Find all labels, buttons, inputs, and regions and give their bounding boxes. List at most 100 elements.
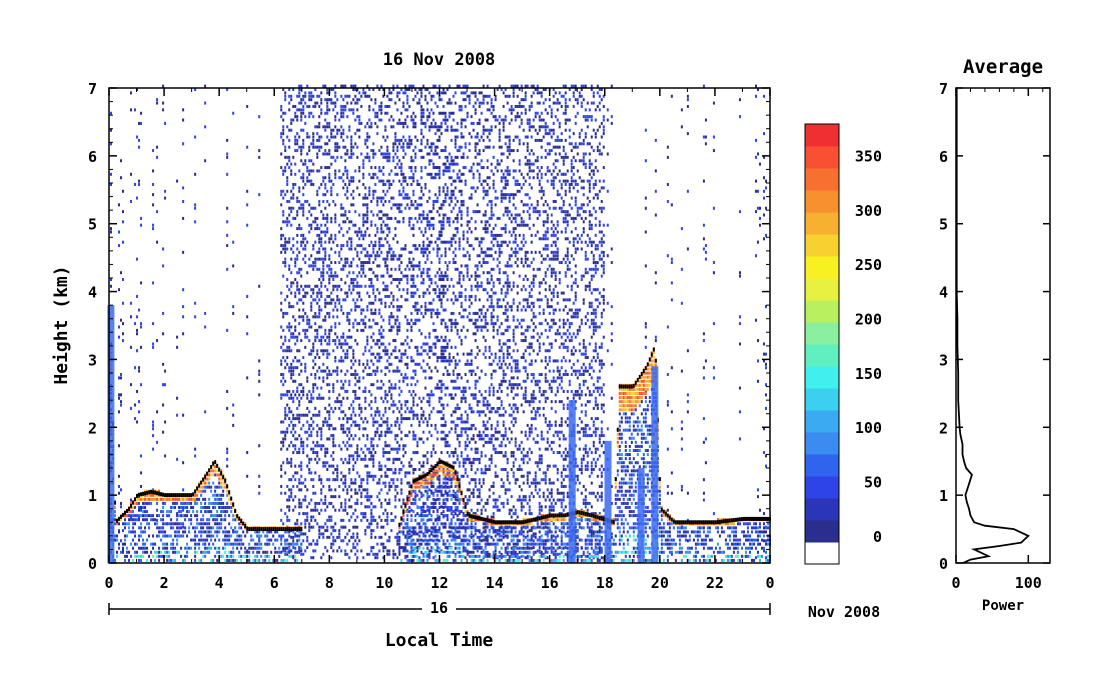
noise-cell [336,396,339,400]
noise-cell [310,98,313,102]
layer-cell [208,550,211,554]
layer-cell [128,518,131,522]
layer-cell [132,526,135,530]
noise-cell [420,111,423,115]
noise-cell [120,505,123,509]
noise-cell [332,389,335,393]
layer-cell [238,542,241,546]
noise-cell [354,525,357,529]
noise-cell [366,220,369,224]
noise-cell [120,373,123,376]
noise-cell [364,220,367,224]
noise-cell [384,420,387,424]
noise-cell [400,294,403,298]
layer-cell [230,558,233,562]
noise-cell [394,515,397,519]
layer-cell [178,522,181,526]
noise-cell [426,199,429,203]
noise-cell [438,169,441,173]
layer-cell [208,530,211,534]
layer-cell [418,538,421,542]
noise-cell [304,291,307,295]
noise-cell [390,315,393,319]
noise-cell [332,464,335,468]
layer-cell [118,530,121,534]
noise-cell [296,406,299,410]
noise-cell [390,352,393,356]
noise-cell [176,396,179,400]
noise-cell [364,532,367,536]
noise-cell [280,189,283,193]
layer-top-cell [402,510,405,515]
noise-cell [402,447,405,451]
layer-top-cell [144,491,147,496]
noise-cell [330,179,333,183]
noise-cell [322,532,325,536]
layer-cell [218,481,221,485]
noise-cell [382,454,385,458]
noise-cell [302,145,305,149]
layer-cell [438,518,441,522]
layer-cell [164,522,167,526]
layer-top-cell [174,493,177,498]
layer-top-cell [260,527,263,532]
layer-cell [280,550,283,554]
noise-cell [312,135,315,139]
noise-cell [376,342,379,346]
noise-cell [380,423,383,427]
noise-cell [428,196,431,200]
noise-cell [324,328,327,332]
noise-cell [320,396,323,400]
layer-cell [414,485,417,489]
noise-cell [398,349,401,353]
noise-cell [334,115,337,119]
noise-cell [284,250,287,254]
layer-top-cell [252,527,255,532]
noise-cell [350,152,353,156]
noise-cell [404,434,407,438]
noise-cell [312,206,315,210]
layer-top-cell [158,491,161,496]
noise-cell [388,406,391,410]
noise-cell [136,328,139,332]
layer-cell [198,481,201,485]
noise-cell [414,369,417,373]
noise-cell [356,535,359,539]
noise-cell [290,271,293,275]
noise-cell [298,464,301,468]
noise-cell [398,267,401,271]
layer-cell [144,506,147,509]
noise-cell [340,206,343,210]
noise-cell [358,474,361,478]
noise-cell [314,264,317,268]
noise-cell [334,339,337,343]
noise-cell [290,325,293,329]
layer-cell [146,522,149,526]
layer-cell [146,497,149,501]
noise-cell [382,342,385,346]
noise-cell [130,498,133,502]
layer-cell [420,506,423,509]
noise-cell [328,332,331,336]
noise-cell [416,101,419,105]
noise-cell [398,138,401,142]
layer-cell [232,550,235,554]
noise-cell [356,274,359,278]
layer-cell [202,506,205,509]
layer-cell [240,554,243,558]
layer-cell [176,497,179,501]
noise-cell [194,301,197,305]
noise-cell [400,352,403,356]
layer-cell [138,497,141,501]
noise-cell [334,427,337,431]
layer-cell [210,558,213,562]
layer-cell [298,538,301,542]
noise-cell [440,278,443,281]
noise-cell [374,111,377,115]
layer-cell [156,493,159,497]
noise-cell [284,261,287,265]
noise-cell [410,264,413,268]
noise-cell [302,440,305,444]
noise-cell [350,278,353,281]
noise-cell [424,342,427,346]
